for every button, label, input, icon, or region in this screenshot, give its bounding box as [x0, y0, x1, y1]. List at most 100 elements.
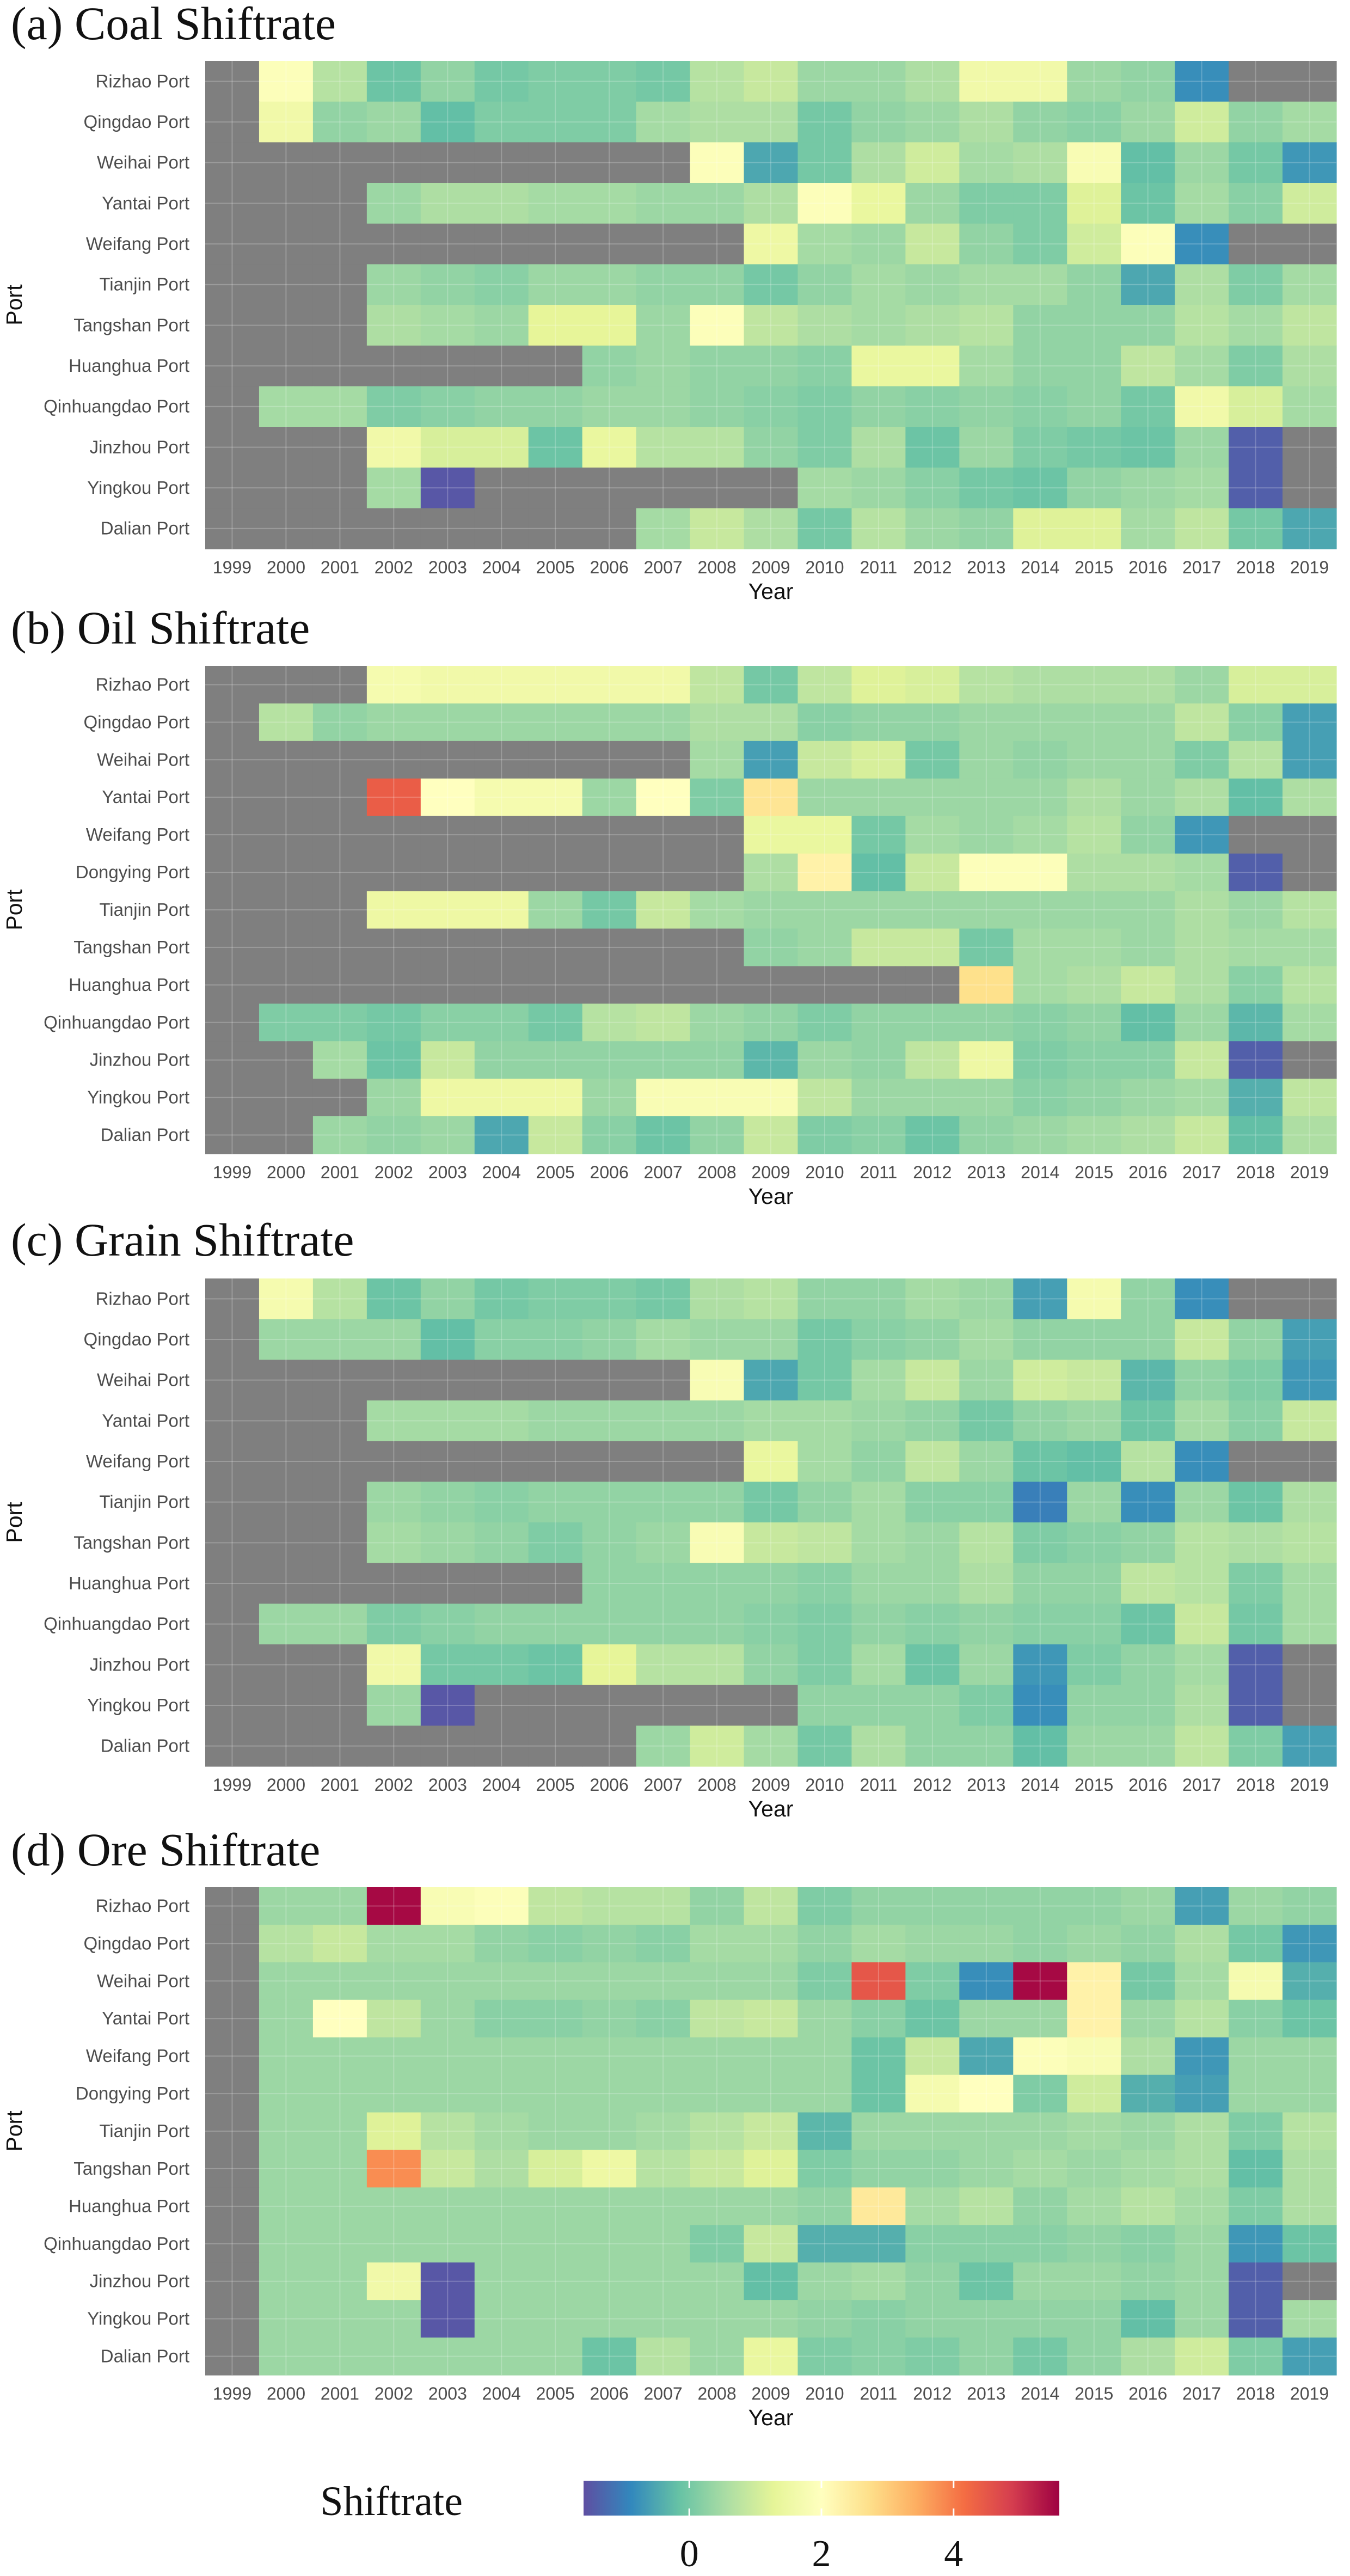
heatmap-cell: [312, 741, 367, 779]
heatmap-cell: [1282, 1041, 1337, 1079]
heatmap-cell: [582, 1360, 637, 1401]
heatmap-cell: [420, 1079, 475, 1117]
heatmap-cell: [1282, 966, 1337, 1004]
heatmap-cell: [1282, 2262, 1337, 2300]
heatmap-cell: [312, 1887, 367, 1925]
port-tick-label: Tianjin Port: [99, 274, 189, 295]
heatmap-cell: [420, 1924, 475, 1963]
heatmap-cell: [1121, 778, 1175, 817]
heatmap-cell: [744, 2112, 799, 2151]
heatmap-cell: [528, 703, 583, 742]
year-tick-label: 2002: [375, 2384, 413, 2403]
heatmap-cell: [1175, 1563, 1229, 1604]
heatmap-cell: [1121, 1644, 1175, 1686]
heatmap-cell: [366, 966, 421, 1004]
heatmap-cell: [744, 264, 799, 305]
heatmap-cell: [851, 508, 906, 549]
year-tick-label: 2017: [1182, 1162, 1221, 1182]
heatmap-cell: [312, 1924, 367, 1963]
heatmap-cell: [1067, 666, 1121, 704]
heatmap-cell: [797, 508, 852, 549]
heatmap-cell: [959, 2150, 1014, 2188]
heatmap-cell: [420, 2150, 475, 2188]
heatmap-cell: [582, 2150, 637, 2188]
heatmap-cell: [1282, 345, 1337, 387]
heatmap-cell: [636, 1482, 691, 1523]
heatmap-cell: [959, 1360, 1014, 1401]
heatmap-cell: [690, 1999, 745, 2038]
heatmap-cell: [528, 305, 583, 346]
x-axis-label: Year: [748, 1796, 794, 1821]
heatmap-cell: [1013, 1644, 1067, 1686]
heatmap-cell: [582, 61, 637, 102]
heatmap-cell: [1229, 2150, 1283, 2188]
heatmap-cell: [905, 61, 960, 102]
heatmap-cell: [1067, 1604, 1121, 1645]
heatmap-cell: [1067, 1400, 1121, 1442]
year-tick-label: 2003: [428, 2384, 467, 2403]
panel-title: (c) Grain Shiftrate: [11, 1214, 354, 1266]
heatmap-cell: [1229, 1004, 1283, 1042]
heatmap-cell: [474, 666, 529, 704]
port-tick-label: Yantai Port: [102, 787, 189, 807]
heatmap-cell: [366, 508, 421, 549]
heatmap-cell: [420, 101, 475, 143]
heatmap-cell: [312, 666, 367, 704]
heatmap-cell: [744, 1726, 799, 1767]
port-tick-label: Weifang Port: [86, 2046, 189, 2066]
heatmap-cell: [1121, 2112, 1175, 2151]
heatmap-cell: [1229, 264, 1283, 305]
heatmap-cell: [1229, 2338, 1283, 2376]
heatmap-cell: [205, 1116, 260, 1154]
heatmap-cell: [420, 928, 475, 966]
heatmap-cell: [797, 1360, 852, 1401]
heatmap-cell: [1067, 1999, 1121, 2038]
heatmap-cell: [905, 1887, 960, 1925]
heatmap-cell: [690, 427, 745, 468]
port-tick-label: Weihai Port: [97, 152, 189, 173]
heatmap-cell: [690, 966, 745, 1004]
heatmap-cell: [690, 2262, 745, 2300]
heatmap-cell: [205, 61, 260, 102]
year-tick-label: 2005: [536, 1775, 575, 1795]
heatmap-cell: [744, 1441, 799, 1482]
heatmap-cell: [1229, 2225, 1283, 2263]
heatmap-cell: [366, 61, 421, 102]
heatmap-cell: [690, 1604, 745, 1645]
heatmap-cell: [1121, 2037, 1175, 2076]
heatmap-cell: [205, 703, 260, 742]
heatmap-cell: [420, 183, 475, 224]
heatmap-cell: [528, 928, 583, 966]
year-tick-label: 2015: [1075, 2384, 1113, 2403]
heatmap-cell: [582, 142, 637, 183]
heatmap-cell: [905, 1999, 960, 2038]
heatmap-cell: [636, 853, 691, 892]
heatmap-cell: [1121, 1962, 1175, 2000]
heatmap-cell: [1013, 1685, 1067, 1726]
heatmap-cell: [205, 2187, 260, 2225]
heatmap-cell: [1013, 1563, 1067, 1604]
heatmap-cell: [312, 703, 367, 742]
heatmap-cell: [1282, 2075, 1337, 2113]
port-tick-label: Yingkou Port: [87, 1695, 189, 1715]
heatmap-cell: [1229, 853, 1283, 892]
heatmap-cell: [366, 1685, 421, 1726]
port-tick-label: Tangshan Port: [73, 937, 189, 957]
heatmap-cell: [1229, 2262, 1283, 2300]
heatmap-cell: [1282, 1004, 1337, 1042]
heatmap-cell: [582, 345, 637, 387]
heatmap-cell: [205, 778, 260, 817]
heatmap-cell: [797, 1482, 852, 1523]
heatmap-panel: (a) Coal Shiftrate Rizhao Port Qingdao Por…: [2, 0, 1337, 604]
heatmap-cell: [905, 142, 960, 183]
heatmap-cell: [636, 142, 691, 183]
heatmap-cell: [582, 1726, 637, 1767]
heatmap-cell: [205, 264, 260, 305]
heatmap-cell: [744, 2075, 799, 2113]
heatmap-cell: [1013, 427, 1067, 468]
heatmap-cell: [1013, 2300, 1067, 2338]
year-tick-label: 2002: [375, 1775, 413, 1795]
heatmap-cell: [259, 2075, 314, 2113]
heatmap-cell: [1067, 223, 1121, 265]
year-tick-label: 2014: [1021, 558, 1059, 577]
